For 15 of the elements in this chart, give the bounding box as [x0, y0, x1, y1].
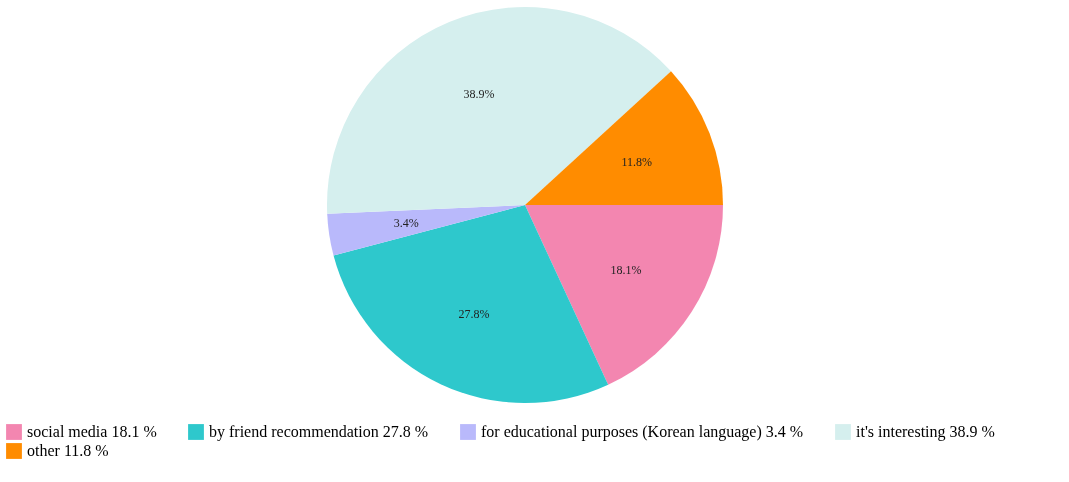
legend-label: for educational purposes (Korean language) 3.4 %	[481, 423, 804, 441]
data-label: 18.1%	[610, 262, 642, 277]
legend-label: it's interesting 38.9 %	[856, 423, 995, 441]
data-label: 11.8%	[621, 154, 653, 169]
pie-slice	[327, 7, 672, 214]
data-label: 38.9%	[463, 87, 495, 102]
pie-slice	[525, 205, 723, 385]
pie-slice	[525, 71, 723, 205]
pie-slice	[333, 205, 609, 403]
legend-label: other 11.8 %	[27, 442, 109, 459]
pie-slice	[327, 205, 525, 256]
data-label: 27.8%	[458, 306, 490, 321]
legend-label: by friend recommendation 27.8 %	[209, 423, 429, 441]
legend-label: social media 18.1 %	[27, 423, 157, 440]
data-label: 3.4%	[393, 216, 419, 231]
